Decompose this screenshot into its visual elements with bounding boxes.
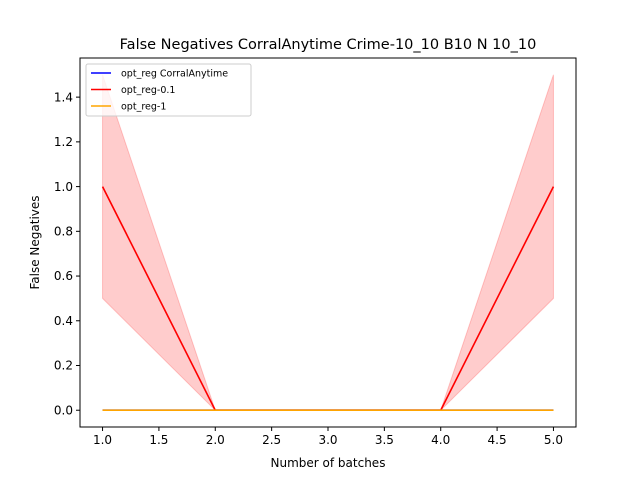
y-tick-label: 0.2 [54, 359, 73, 373]
legend-label: opt_reg-1 [121, 101, 166, 112]
x-tick-label: 2.0 [206, 433, 225, 447]
x-axis-ticks: 1.0 1.5 2.0 2.5 3.0 3.5 4.0 4.5 5.0 [93, 427, 563, 447]
chart-title: False Negatives CorralAnytime Crime-10_1… [120, 37, 537, 53]
plot-area [79, 57, 577, 428]
x-tick-label: 3.0 [318, 433, 337, 447]
y-tick-label: 0.8 [54, 225, 73, 239]
y-tick-label: 1.2 [54, 135, 73, 149]
y-axis-ticks: 0.0 0.2 0.4 0.6 0.8 1.0 1.2 1.4 [54, 90, 80, 417]
legend-box [85, 63, 252, 117]
x-tick-label: 3.5 [375, 433, 394, 447]
y-tick-label: 0.6 [54, 269, 73, 283]
x-tick-label: 4.5 [488, 433, 507, 447]
x-axis-label: Number of batches [271, 456, 386, 470]
legend-label: opt_reg-0.1 [121, 85, 175, 96]
y-tick-label: 1.4 [54, 90, 73, 104]
x-tick-label: 2.5 [262, 433, 281, 447]
x-tick-label: 4.0 [431, 433, 450, 447]
x-tick-label: 5.0 [544, 433, 563, 447]
y-axis-label: False Negatives [28, 195, 42, 289]
y-tick-label: 0.4 [54, 314, 73, 328]
x-tick-label: 1.0 [93, 433, 112, 447]
legend-label: opt_reg CorralAnytime [121, 68, 228, 79]
y-tick-label: 0.0 [54, 403, 73, 417]
legend: opt_reg CorralAnytime opt_reg-0.1 opt_reg-… [85, 63, 252, 117]
series-lines [101, 186, 555, 412]
y-tick-label: 1.0 [54, 180, 73, 194]
x-tick-label: 1.5 [149, 433, 168, 447]
